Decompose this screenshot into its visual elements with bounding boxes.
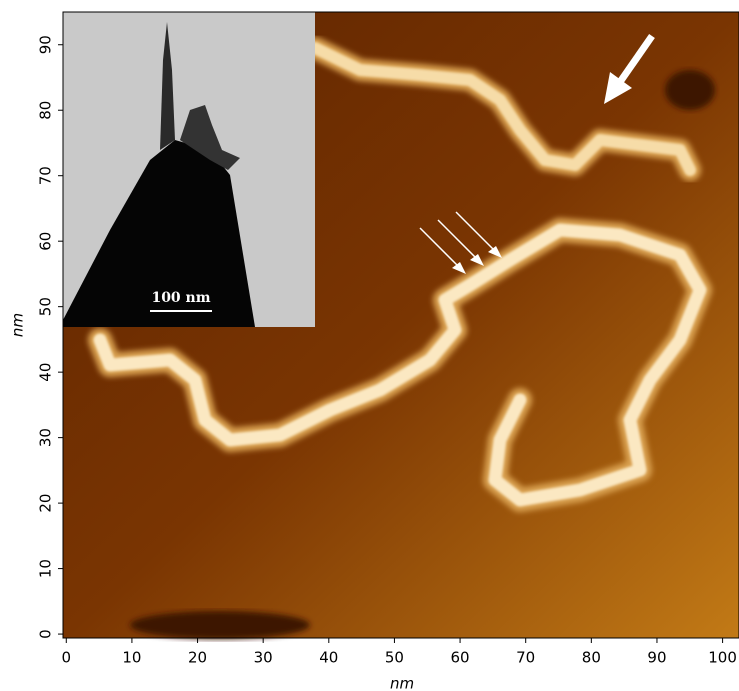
plot-frame: [62, 11, 739, 639]
inset-tem: 100 nm: [63, 12, 315, 327]
scale-label: 100 nm: [151, 290, 210, 306]
x-axis-label: nm: [390, 675, 414, 691]
arrows: [419, 34, 655, 274]
x-tick-label: 100: [708, 649, 737, 667]
x-tick-label: 90: [647, 649, 666, 667]
y-tick-label: 80: [37, 101, 55, 120]
y-tick-label: 40: [37, 363, 55, 382]
y-tick-label: 60: [37, 232, 55, 251]
y-tick-label: 70: [37, 166, 55, 185]
x-tick-label: 10: [122, 649, 141, 667]
y-tick-label: 30: [37, 428, 55, 447]
dna-strand: [88, 37, 712, 512]
x-tick-label: 80: [582, 649, 601, 667]
x-tick-label: 20: [188, 649, 207, 667]
y-tick-label: 10: [37, 559, 55, 578]
y-tick-label: 0: [37, 629, 55, 639]
x-tick-label: 30: [254, 649, 273, 667]
x-tick-label: 50: [385, 649, 404, 667]
x-tick-label: 70: [516, 649, 535, 667]
y-tick-label: 20: [37, 494, 55, 513]
x-tick-label: 60: [451, 649, 470, 667]
y-tick-label: 90: [37, 35, 55, 54]
x-tick-label: 40: [319, 649, 338, 667]
y-tick-label: 50: [37, 297, 55, 316]
x-tick-label: 0: [62, 649, 72, 667]
y-axis-label: nm: [9, 313, 27, 337]
